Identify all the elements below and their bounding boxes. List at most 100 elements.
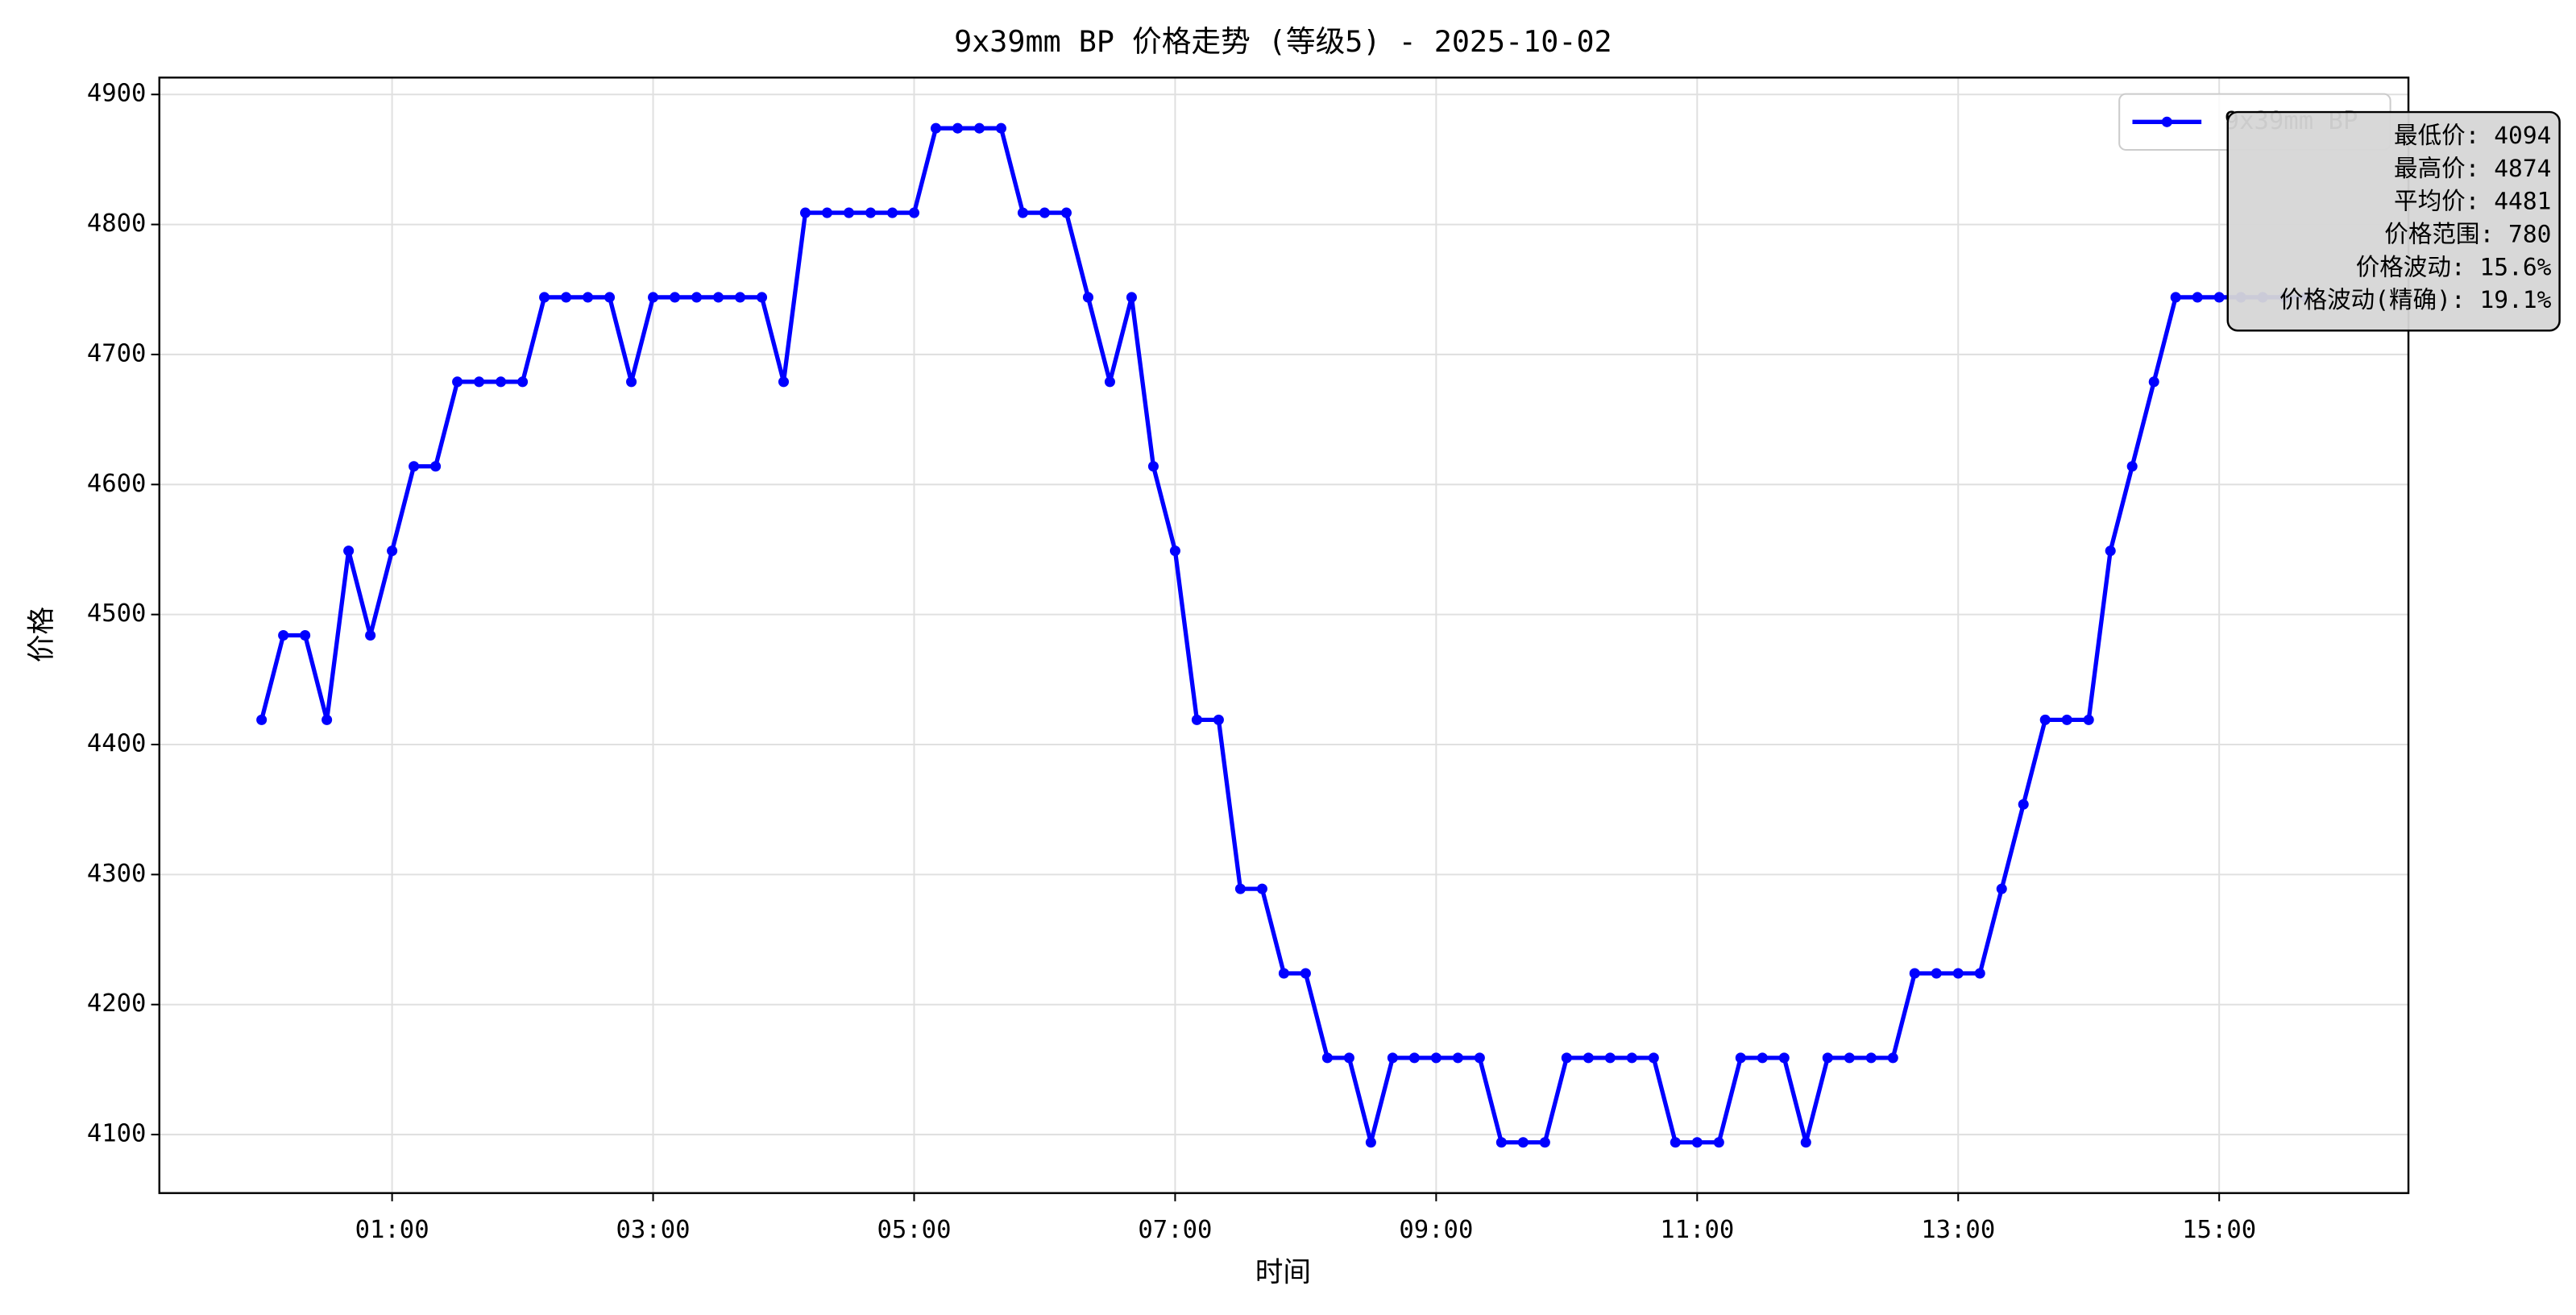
data-point — [1256, 883, 1267, 894]
data-point — [1865, 1052, 1877, 1064]
data-point — [821, 207, 833, 218]
data-point — [1735, 1052, 1746, 1064]
data-point — [1300, 968, 1311, 979]
data-point — [930, 122, 942, 134]
data-point — [973, 122, 985, 134]
data-point — [626, 376, 637, 388]
data-point — [952, 122, 964, 134]
data-point — [1778, 1052, 1790, 1064]
data-point — [1126, 292, 1137, 303]
data-point — [1474, 1052, 1485, 1064]
y-tick-label: 4300 — [87, 860, 147, 888]
x-tick-label: 15:00 — [2182, 1216, 2256, 1244]
data-point — [604, 292, 616, 303]
data-point — [1365, 1137, 1376, 1148]
stats-line: 价格波动(精确): 19.1% — [2279, 286, 2552, 313]
data-point — [2018, 799, 2029, 810]
data-point — [539, 292, 550, 303]
data-point — [1670, 1137, 1681, 1148]
data-point — [735, 292, 746, 303]
data-point — [843, 207, 855, 218]
data-point — [1604, 1052, 1616, 1064]
x-tick-label: 09:00 — [1399, 1216, 1473, 1244]
data-point — [648, 292, 659, 303]
x-tick-label: 01:00 — [355, 1216, 429, 1244]
data-point — [1583, 1052, 1594, 1064]
data-point — [778, 376, 790, 388]
stats-box — [2226, 110, 2561, 332]
y-tick-label: 4800 — [87, 209, 147, 238]
x-tick-label: 05:00 — [877, 1216, 951, 1244]
data-point — [1800, 1137, 1811, 1148]
data-point — [474, 376, 485, 388]
x-tick-label: 11:00 — [1660, 1216, 1734, 1244]
data-point — [1887, 1052, 1898, 1064]
stats-line: 最低价: 4094 — [2394, 122, 2551, 149]
data-point — [1713, 1137, 1724, 1148]
y-tick-label: 4400 — [87, 730, 147, 758]
data-point — [1191, 714, 1202, 725]
data-point — [365, 629, 376, 641]
data-point — [1452, 1052, 1463, 1064]
data-point — [1517, 1137, 1529, 1148]
data-point — [1561, 1052, 1572, 1064]
data-point — [452, 376, 463, 388]
data-point — [1234, 883, 1246, 894]
data-point — [2126, 461, 2138, 472]
data-point — [1757, 1052, 1768, 1064]
chart-title: 9x39mm BP 价格走势 (等级5) - 2025-10-02 — [954, 24, 1612, 59]
y-axis-label: 价格 — [26, 607, 58, 662]
data-point — [1931, 968, 1942, 979]
data-point — [387, 545, 398, 557]
data-point — [1909, 968, 1920, 979]
data-point — [995, 122, 1006, 134]
data-point — [1039, 207, 1050, 218]
data-point — [1017, 207, 1028, 218]
data-point — [713, 292, 724, 303]
data-point — [561, 292, 572, 303]
data-point — [321, 714, 333, 725]
x-tick-label: 13:00 — [1921, 1216, 1995, 1244]
data-point — [1626, 1052, 1637, 1064]
data-point — [1213, 714, 1224, 725]
data-point — [2061, 714, 2072, 725]
x-tick-label: 03:00 — [616, 1216, 691, 1244]
data-point — [583, 292, 594, 303]
data-point — [1387, 1052, 1398, 1064]
data-point — [256, 714, 268, 725]
data-point — [1408, 1052, 1420, 1064]
legend-marker — [2161, 116, 2172, 127]
data-point — [409, 461, 420, 472]
data-point — [1169, 545, 1180, 557]
stats-line: 最高价: 4874 — [2394, 155, 2551, 182]
y-tick-label: 4700 — [87, 339, 147, 367]
data-point — [300, 629, 311, 641]
data-point — [1278, 968, 1289, 979]
x-axis-label: 时间 — [1255, 1257, 1311, 1289]
stats-line: 平均价: 4481 — [2394, 188, 2551, 215]
plot-frame — [158, 77, 2410, 1194]
data-point — [2148, 376, 2159, 388]
data-point — [1691, 1137, 1703, 1148]
data-point — [886, 207, 898, 218]
data-point — [343, 545, 355, 557]
data-point — [1844, 1052, 1855, 1064]
data-point — [865, 207, 877, 218]
data-point — [2192, 292, 2203, 303]
data-point — [430, 461, 442, 472]
data-point — [1082, 292, 1093, 303]
data-point — [757, 292, 768, 303]
data-point — [1104, 376, 1115, 388]
data-point — [2083, 714, 2094, 725]
data-point — [517, 376, 529, 388]
data-point — [278, 629, 289, 641]
data-point — [799, 207, 811, 218]
data-point — [691, 292, 703, 303]
stats-line: 价格波动: 15.6% — [2356, 253, 2552, 280]
stats-line: 价格范围: 780 — [2384, 221, 2551, 248]
data-point — [1952, 968, 1964, 979]
data-point — [1974, 968, 1985, 979]
x-tick-label: 07:00 — [1138, 1216, 1212, 1244]
data-point — [670, 292, 681, 303]
